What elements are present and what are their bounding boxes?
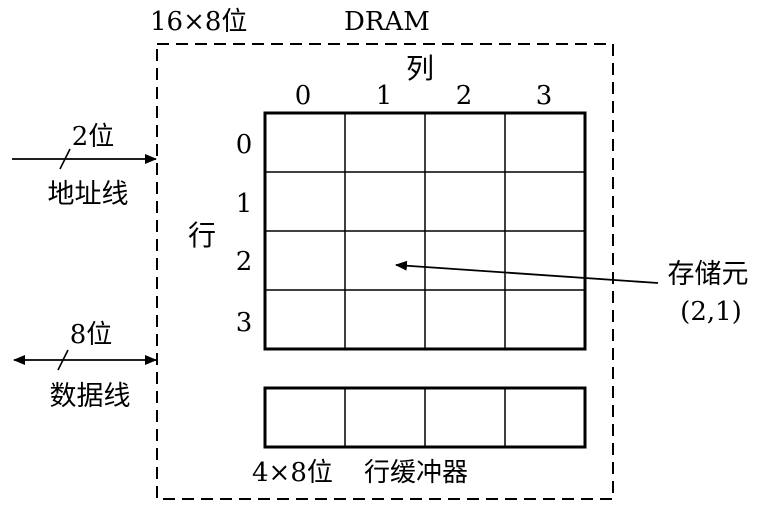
- storage-cell-label: 存储元: [668, 259, 749, 290]
- row-label-3: 3: [236, 308, 253, 338]
- column-label-0: 0: [295, 81, 312, 111]
- column-label-2: 2: [456, 81, 473, 111]
- row-label-2: 2: [236, 247, 253, 277]
- data-line-label: 数据线: [50, 381, 131, 412]
- data-width-slash: [57, 349, 69, 371]
- row-buffer-size-label: 4×8位: [252, 458, 333, 488]
- address-width-slash: [59, 148, 71, 170]
- column-title: 列: [406, 52, 434, 85]
- row-buffer: [263, 386, 587, 449]
- storage-cell-coord: (2,1): [680, 297, 742, 327]
- column-label-3: 3: [536, 81, 553, 111]
- row-buffer-name-label: 行缓冲器: [364, 458, 468, 488]
- address-line-label: 地址线: [48, 179, 129, 210]
- dram-chip-outline: [156, 43, 614, 500]
- address-width-label: 2位: [72, 122, 115, 152]
- cell-pointer-arrow: [395, 260, 659, 284]
- data-width-label: 8位: [70, 320, 113, 350]
- memory-cell-matrix: [263, 111, 587, 351]
- column-label-1: 1: [376, 81, 393, 111]
- chip-size-label: 16×8位: [150, 7, 247, 37]
- chip-name-label: DRAM: [344, 7, 430, 37]
- row-label-0: 0: [236, 130, 253, 160]
- row-title: 行: [188, 219, 216, 252]
- row-label-1: 1: [236, 189, 253, 219]
